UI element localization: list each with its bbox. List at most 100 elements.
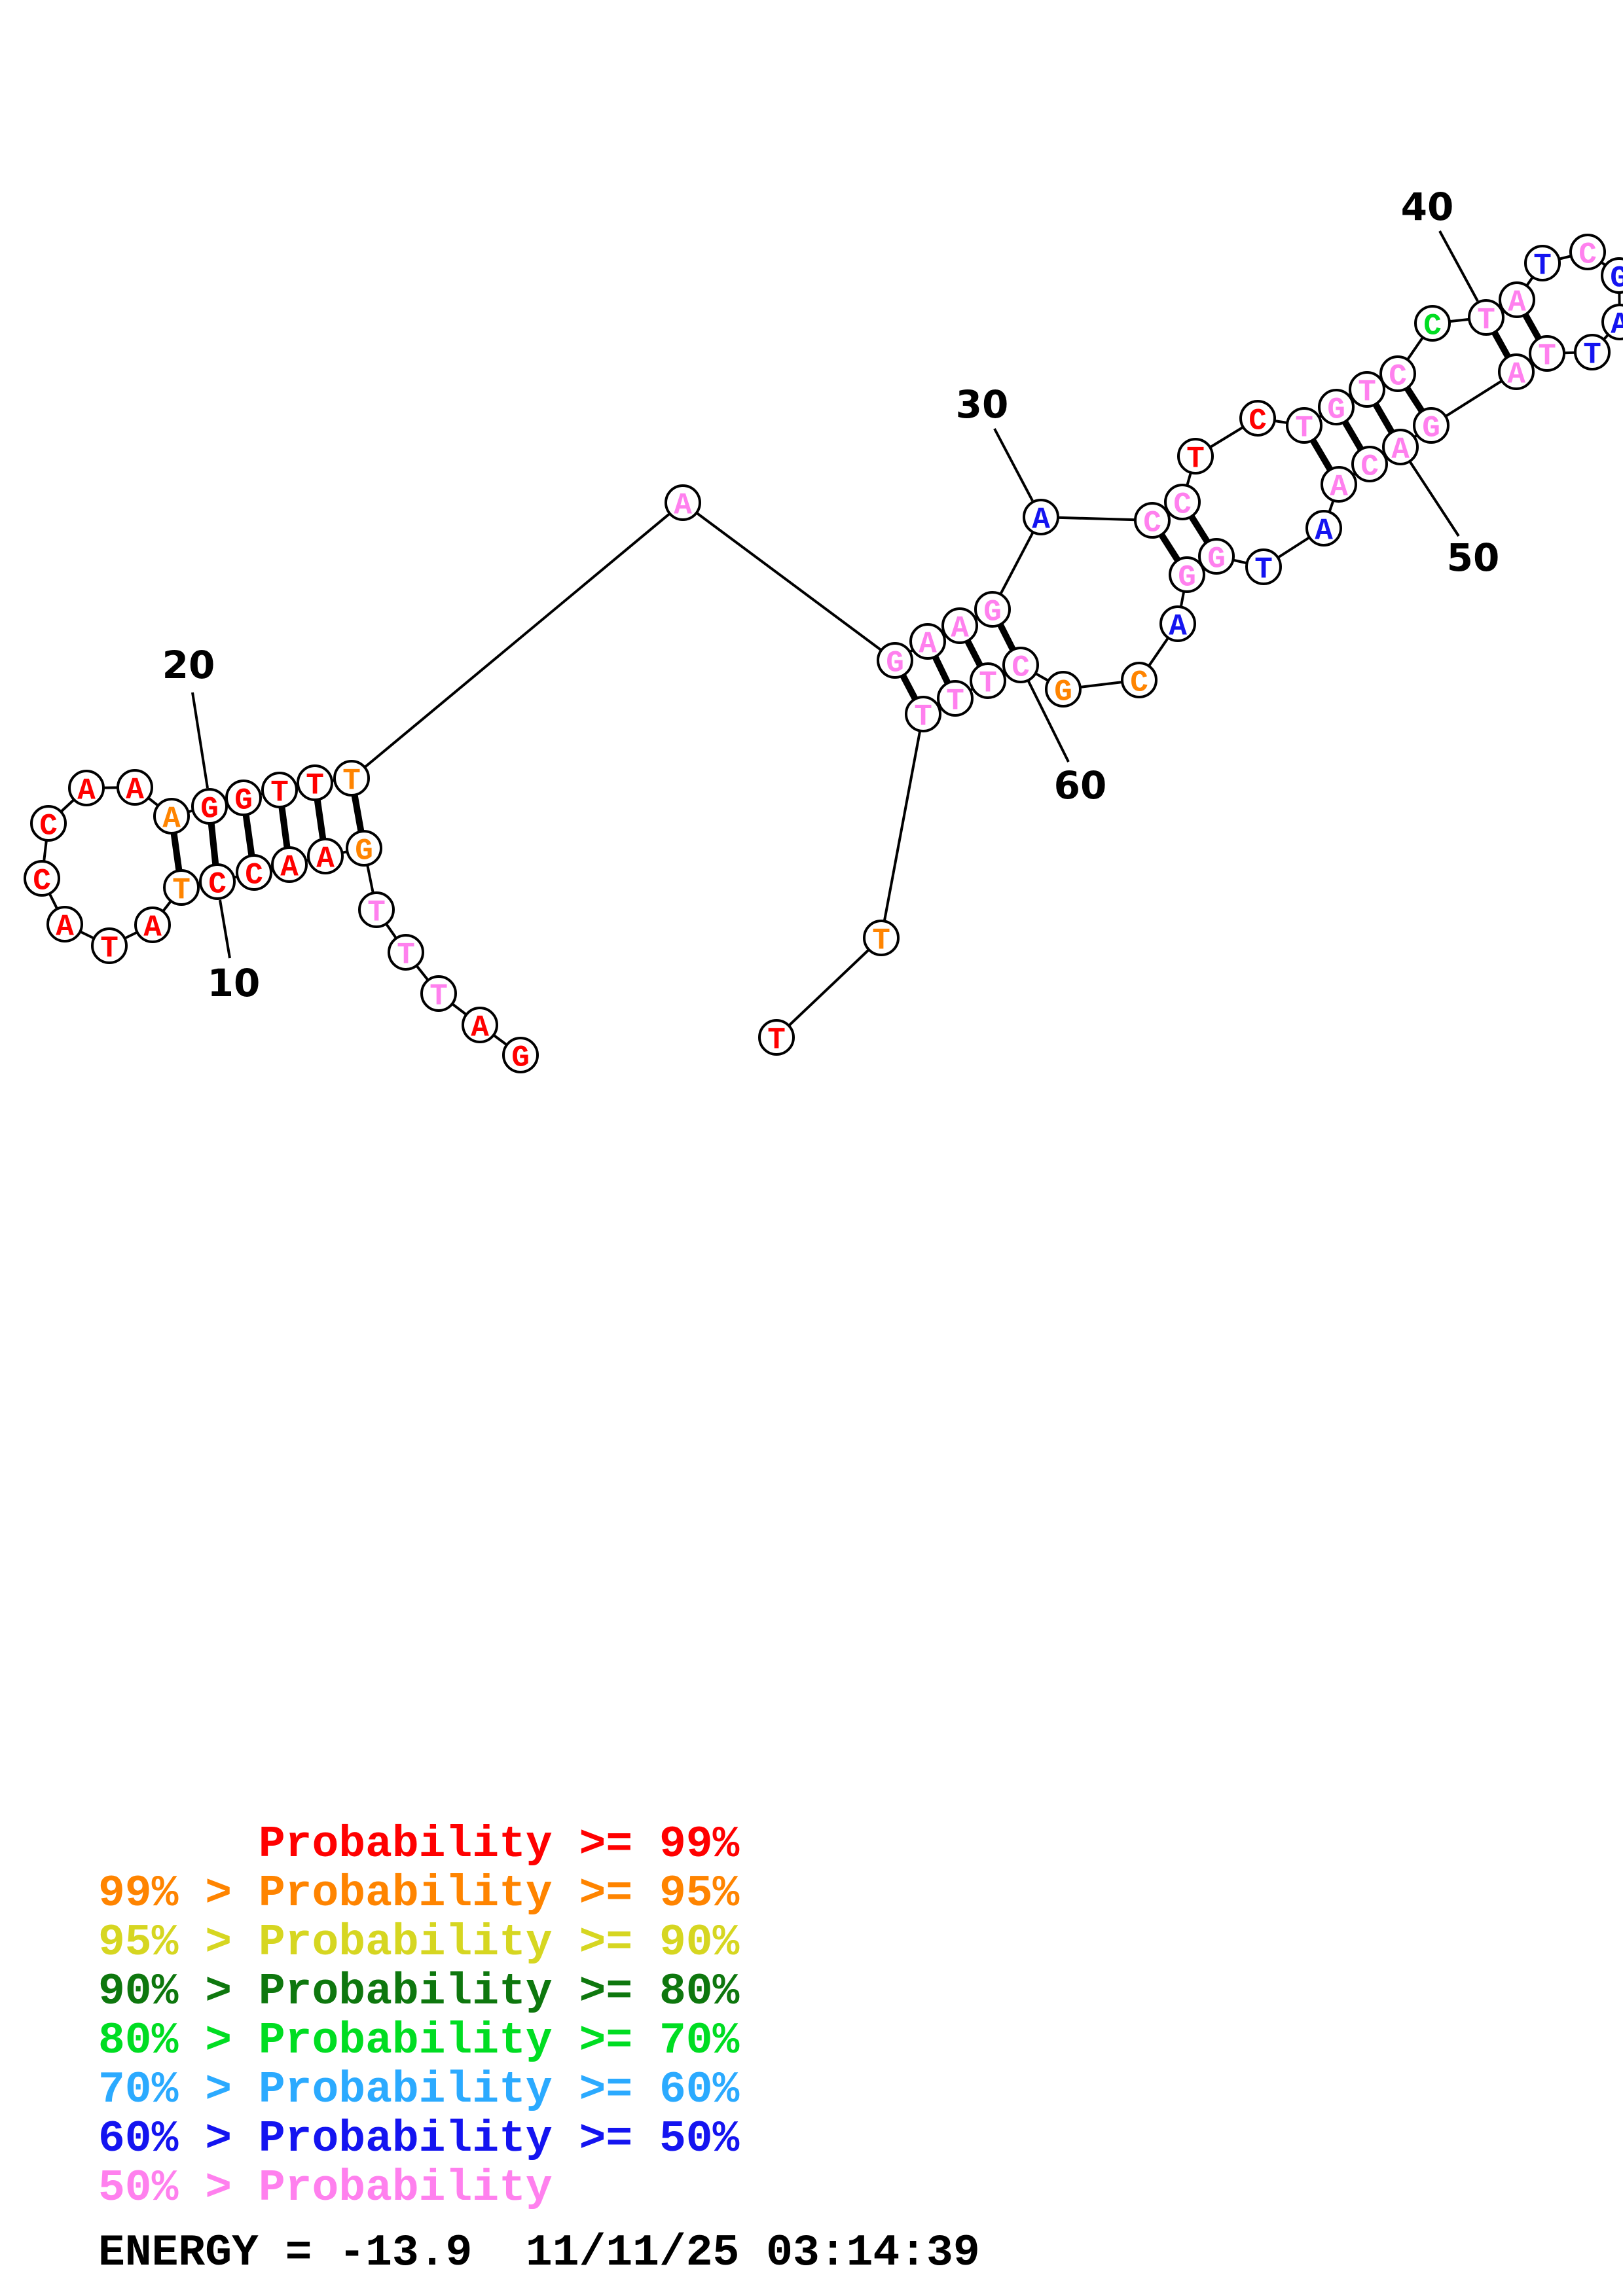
nucleotide-circle (1569, 234, 1606, 270)
nucleotide-base: G (1327, 393, 1345, 427)
nucleotide-base: C (1173, 488, 1192, 522)
nucleotide-base: A (1032, 503, 1050, 537)
nucleotide-base: T (172, 874, 191, 908)
position-label-line (191, 692, 209, 789)
nucleotide-base: T (1358, 376, 1376, 410)
nucleotide-circle (117, 769, 153, 806)
nucleotide-circle (134, 906, 171, 943)
position-label-line (1438, 230, 1479, 302)
backbone-bond (350, 501, 684, 780)
nucleotide-circle (1159, 605, 1196, 642)
nucleotide-circle (941, 607, 978, 644)
position-label-line-layer (191, 230, 1479, 959)
nucleotide-base: A (126, 774, 144, 808)
nucleotide-circle (346, 830, 382, 867)
nucleotide-circle (905, 696, 941, 732)
legend-row-80: 90% > Probability >= 80% (98, 1967, 740, 2017)
nucleotide-base: T (1254, 553, 1273, 587)
base-pair-layer (168, 298, 1550, 888)
nucleotide-base: T (342, 764, 361, 798)
nucleotide-circle (462, 1007, 498, 1043)
nucleotide-base: T (100, 932, 119, 966)
nucleotide-circle (1121, 662, 1158, 698)
nucleotide-circle (236, 854, 272, 891)
nucleotide-base: A (1611, 308, 1623, 342)
nucleotide-circle (1245, 548, 1282, 585)
nucleotide-circle (877, 642, 913, 679)
nucleotide-base: A (1508, 286, 1526, 320)
nucleotide-base: G (1178, 561, 1196, 595)
nucleotide-base: A (1169, 610, 1187, 644)
nucleotide-circle (1023, 499, 1059, 535)
nucleotide-base: C (1423, 310, 1442, 344)
nucleotide-circle (1498, 353, 1535, 390)
nucleotide-circle (1164, 484, 1201, 520)
position-label: 20 (162, 643, 215, 687)
nucleotide-base: G (886, 647, 904, 681)
nucleotide-circle (1574, 334, 1611, 370)
nucleotide-circle (68, 770, 105, 806)
nucleotide-base: T (914, 700, 932, 734)
nucleotide-circle (153, 798, 190, 834)
nucleotide-circle (974, 591, 1011, 628)
nucleotide-circle (261, 772, 298, 808)
nucleotide-circle (1414, 305, 1451, 342)
nucleotide-base: C (1143, 507, 1161, 541)
legend-row-90: 95% > Probability >= 90% (98, 1918, 740, 1968)
nucleotide-base: A (56, 910, 74, 944)
nucleotide-base: G (983, 596, 1002, 630)
legend-row-70: 80% > Probability >= 70% (98, 2016, 740, 2066)
nucleotide-circle (863, 920, 900, 956)
nucleotide-base: A (1507, 358, 1525, 392)
legend-row-60: 70% > Probability >= 60% (98, 2065, 740, 2115)
nucleotide-circle (1169, 556, 1205, 593)
backbone-bond (775, 937, 883, 1039)
nucleotide-base: A (316, 842, 335, 876)
nucleotide-base: G (200, 793, 219, 827)
backbone-bond (1040, 516, 1153, 522)
nucleotide-circle (665, 484, 701, 521)
nucleotide-circle (1305, 510, 1342, 547)
nucleotide-circle (1529, 335, 1565, 372)
nucleotide-base: G (1054, 675, 1072, 709)
backbone-bond (880, 713, 924, 939)
legend-row-below-50: 50% > Probability (98, 2163, 553, 2214)
nucleotide-base: T (872, 924, 890, 958)
nucleotide-circle (1413, 407, 1450, 444)
nucleotide-circle (1524, 245, 1561, 281)
position-label: 40 (1401, 185, 1454, 229)
nucleotide-base: C (1012, 651, 1030, 685)
nucleotide-circle (909, 623, 946, 660)
nucleotide-base: G (1422, 412, 1440, 446)
position-label: 60 (1054, 763, 1107, 808)
nucleotide-base: T (429, 980, 448, 1014)
nucleotide-circle (271, 846, 308, 883)
energy-timestamp-line: ENERGY = -13.9 11/11/25 03:14:39 (98, 2228, 980, 2278)
nucleotide-base: C (245, 859, 263, 893)
nucleotide-base: C (33, 865, 51, 899)
nucleotide-circle (937, 680, 974, 717)
nucleotide-circle (1286, 407, 1322, 444)
nucleotide-base: A (280, 851, 299, 885)
nucleotide-circle (1239, 400, 1276, 437)
nucleotide-base: T (306, 769, 324, 803)
position-label: 30 (956, 382, 1009, 427)
nucleotide-circle (758, 1019, 795, 1056)
nucleotide-base: T (979, 667, 997, 701)
nucleotide-circle (420, 975, 457, 1012)
probability-legend: Probability >= 99% 99% > Probability >= … (98, 1820, 740, 2214)
position-label-line (1409, 461, 1460, 537)
nucleotide-circle (307, 838, 344, 874)
nucleotide-base: A (1315, 514, 1333, 548)
nucleotide-base: T (1533, 249, 1552, 283)
legend-row-50: 60% > Probability >= 50% (98, 2114, 740, 2164)
nucleotide-circle (30, 805, 67, 842)
nucleotide-base: A (1330, 471, 1348, 505)
nucleotide-circle (1499, 281, 1535, 318)
nucleotide-base: T (270, 776, 289, 810)
nucleotide-base: T (367, 896, 386, 930)
nucleotide-base: T (767, 1024, 786, 1058)
nucleotide-base: G (234, 784, 253, 818)
nucleotide-base: C (1389, 360, 1407, 394)
